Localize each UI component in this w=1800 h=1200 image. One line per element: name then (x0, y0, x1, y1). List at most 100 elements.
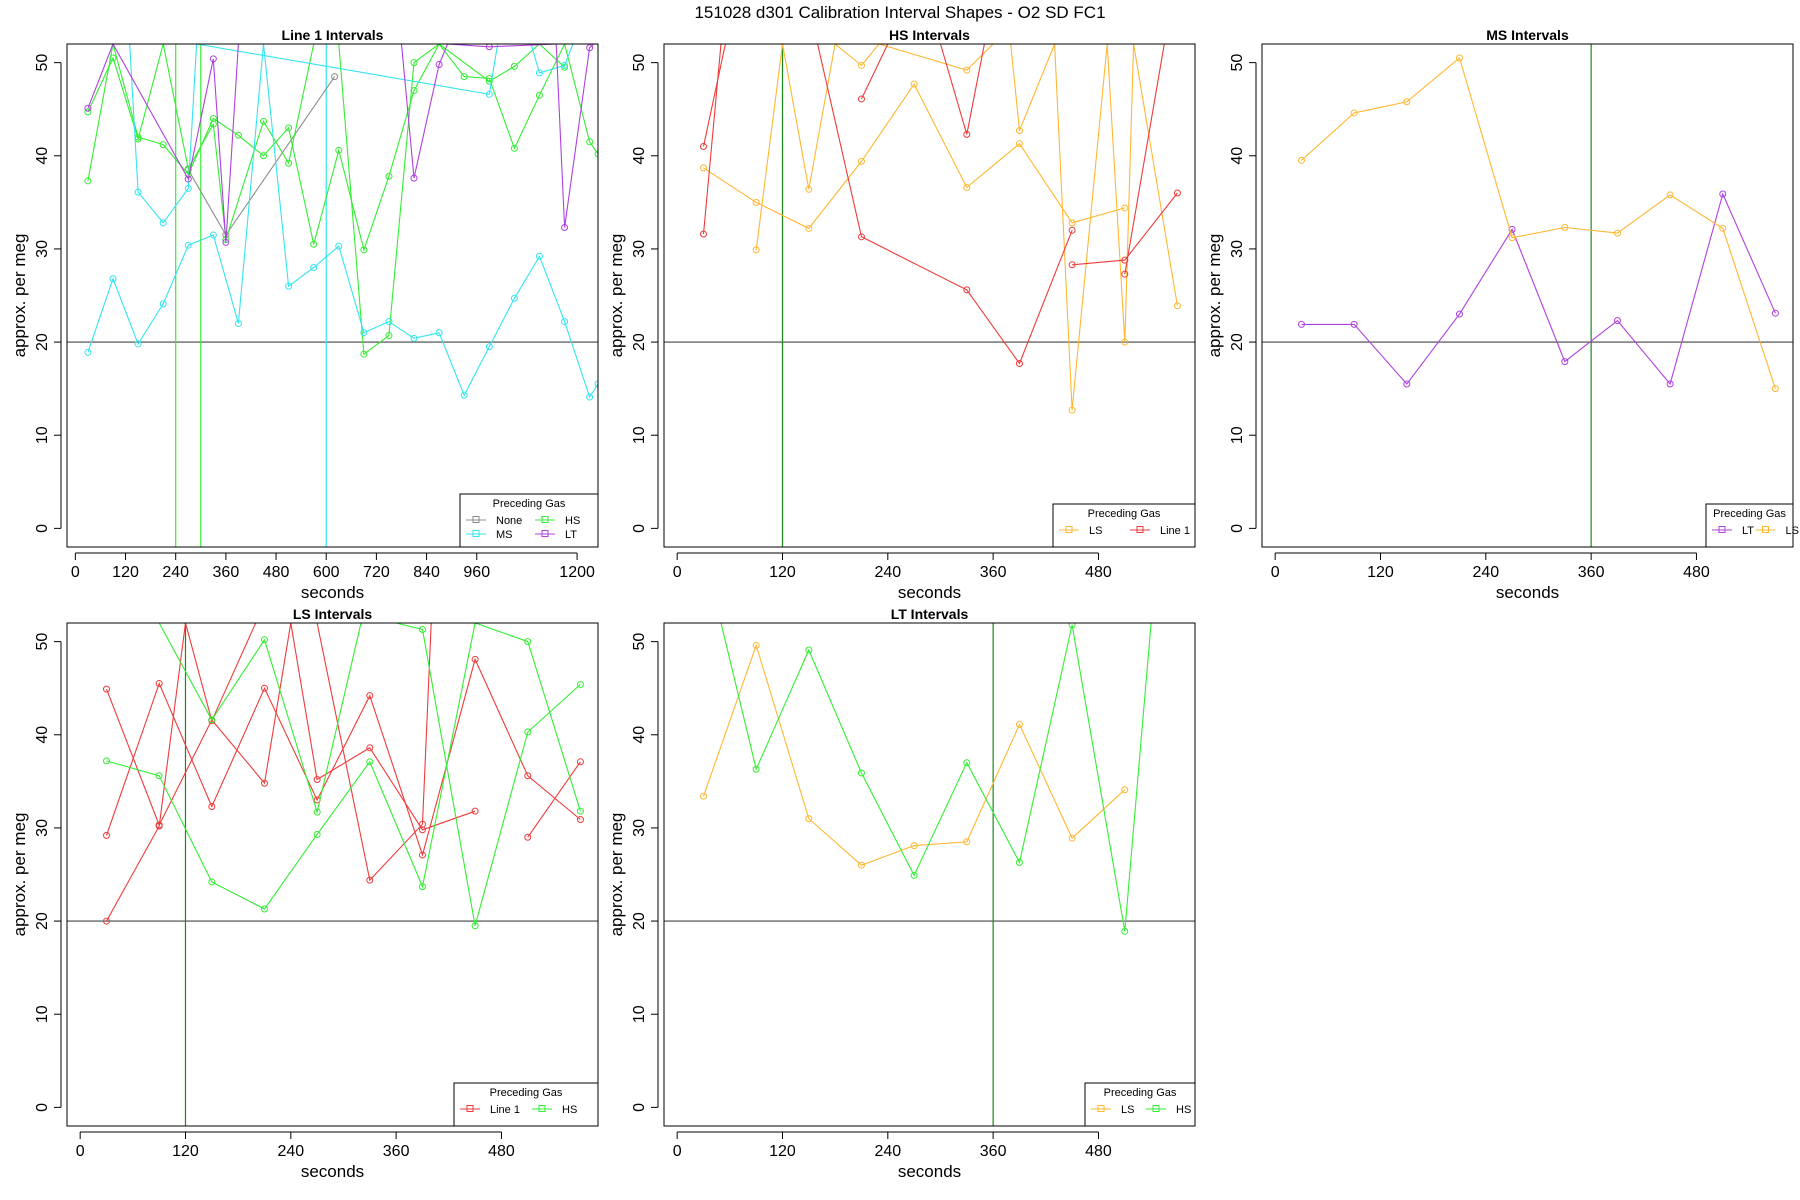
y-tick-label: 40 (631, 147, 648, 165)
data-point (1297, 320, 1305, 328)
y-tick-label: 50 (34, 633, 51, 651)
legend-marker (1718, 526, 1726, 533)
series-group (1297, 54, 1779, 393)
y-tick-label: 50 (1229, 54, 1246, 72)
y-tick-label: 10 (34, 1005, 51, 1023)
data-point (699, 230, 707, 238)
legend-title: Preceding Gas (1104, 1087, 1177, 1099)
data-point (410, 334, 418, 342)
data-point (102, 917, 110, 925)
x-axis-label: seconds (898, 1162, 961, 1181)
series-line (87, 44, 565, 356)
data-point (366, 744, 374, 752)
y-tick-label: 20 (1229, 333, 1246, 351)
data-point (535, 69, 543, 77)
data-point (1613, 229, 1621, 237)
y-tick-label: 50 (631, 633, 648, 651)
data-point (366, 692, 374, 700)
data-point (360, 246, 368, 254)
data-point (1719, 190, 1727, 198)
x-axis-label: seconds (1496, 583, 1559, 602)
data-point (594, 380, 598, 388)
data-point (134, 340, 142, 348)
data-point (360, 350, 368, 358)
data-point (805, 646, 813, 654)
legend-label: HS (1176, 1104, 1191, 1116)
panel-title: LS Intervals (293, 606, 373, 622)
x-tick-label: 240 (162, 564, 189, 581)
data-point (310, 264, 318, 272)
data-point (752, 765, 760, 773)
data-point (1350, 109, 1358, 117)
legend-marker (541, 530, 549, 537)
x-tick-label: 480 (1085, 1143, 1112, 1160)
x-tick-label: 240 (874, 564, 901, 581)
data-point (963, 286, 971, 294)
series-line (87, 44, 595, 243)
legend-marker (538, 1105, 546, 1112)
data-point (1455, 54, 1463, 62)
data-point (471, 922, 479, 930)
x-tick-label: 0 (76, 1143, 85, 1160)
data-point (485, 77, 493, 85)
data-point (1068, 623, 1076, 629)
y-axis-label: approx. per meg (1205, 234, 1224, 358)
series-line (527, 761, 581, 838)
data-point (1508, 234, 1516, 242)
legend-title: Preceding Gas (490, 1087, 563, 1099)
data-point (418, 883, 426, 891)
data-point (209, 231, 217, 239)
legend-label: HS (565, 515, 580, 527)
panel-title: LT Intervals (891, 606, 969, 622)
legend-box (453, 1082, 599, 1127)
x-tick-label: 360 (383, 1143, 410, 1160)
x-axis-label: seconds (301, 1162, 364, 1181)
y-tick-label: 10 (1229, 426, 1246, 444)
x-tick-label: 480 (263, 564, 290, 581)
data-point (1297, 156, 1305, 164)
legend-label: LT (1742, 525, 1754, 537)
legend-box (1705, 503, 1794, 548)
data-point (576, 758, 584, 766)
series-line (1010, 44, 1178, 411)
data-point (1068, 834, 1076, 842)
y-tick-label: 30 (631, 819, 648, 837)
data-point (84, 108, 92, 116)
x-tick-label: 120 (112, 564, 139, 581)
legend: Preceding Gas LS HS (1084, 1082, 1196, 1127)
legend-title: Preceding Gas (1713, 508, 1786, 520)
legend-label: MS (496, 529, 513, 541)
series-line (1301, 57, 1776, 389)
data-point (857, 769, 865, 777)
data-point (857, 95, 865, 103)
data-point (159, 141, 167, 149)
data-point (594, 150, 598, 158)
chart-panel: HS Intervals 0 120 240 360 480 seconds 0 10 20 30 4… (607, 27, 1196, 602)
data-point (184, 184, 192, 192)
data-point (260, 779, 268, 787)
legend-title: Preceding Gas (493, 498, 566, 510)
data-point (1121, 786, 1129, 794)
data-point (752, 641, 760, 649)
data-point (184, 175, 192, 183)
data-point (366, 758, 374, 766)
series-line (290, 623, 432, 882)
y-tick-label: 0 (34, 524, 51, 533)
data-point (910, 80, 918, 88)
series-line (106, 623, 476, 910)
y-tick-label: 30 (1229, 240, 1246, 258)
legend-marker (472, 530, 480, 537)
data-point (963, 838, 971, 846)
data-point (485, 343, 493, 351)
data-point (109, 54, 117, 62)
data-point (1771, 309, 1779, 317)
panel-title: HS Intervals (889, 27, 970, 43)
chart-panel: MS Intervals 0 120 240 360 480 seconds 0 10 20 30 4… (1205, 27, 1799, 602)
data-point (561, 224, 569, 232)
data-point (109, 275, 117, 283)
legend-label: Line 1 (490, 1104, 520, 1116)
data-point (561, 61, 569, 69)
data-point (1068, 226, 1076, 234)
series-group (699, 44, 1181, 414)
data-point (857, 861, 865, 869)
